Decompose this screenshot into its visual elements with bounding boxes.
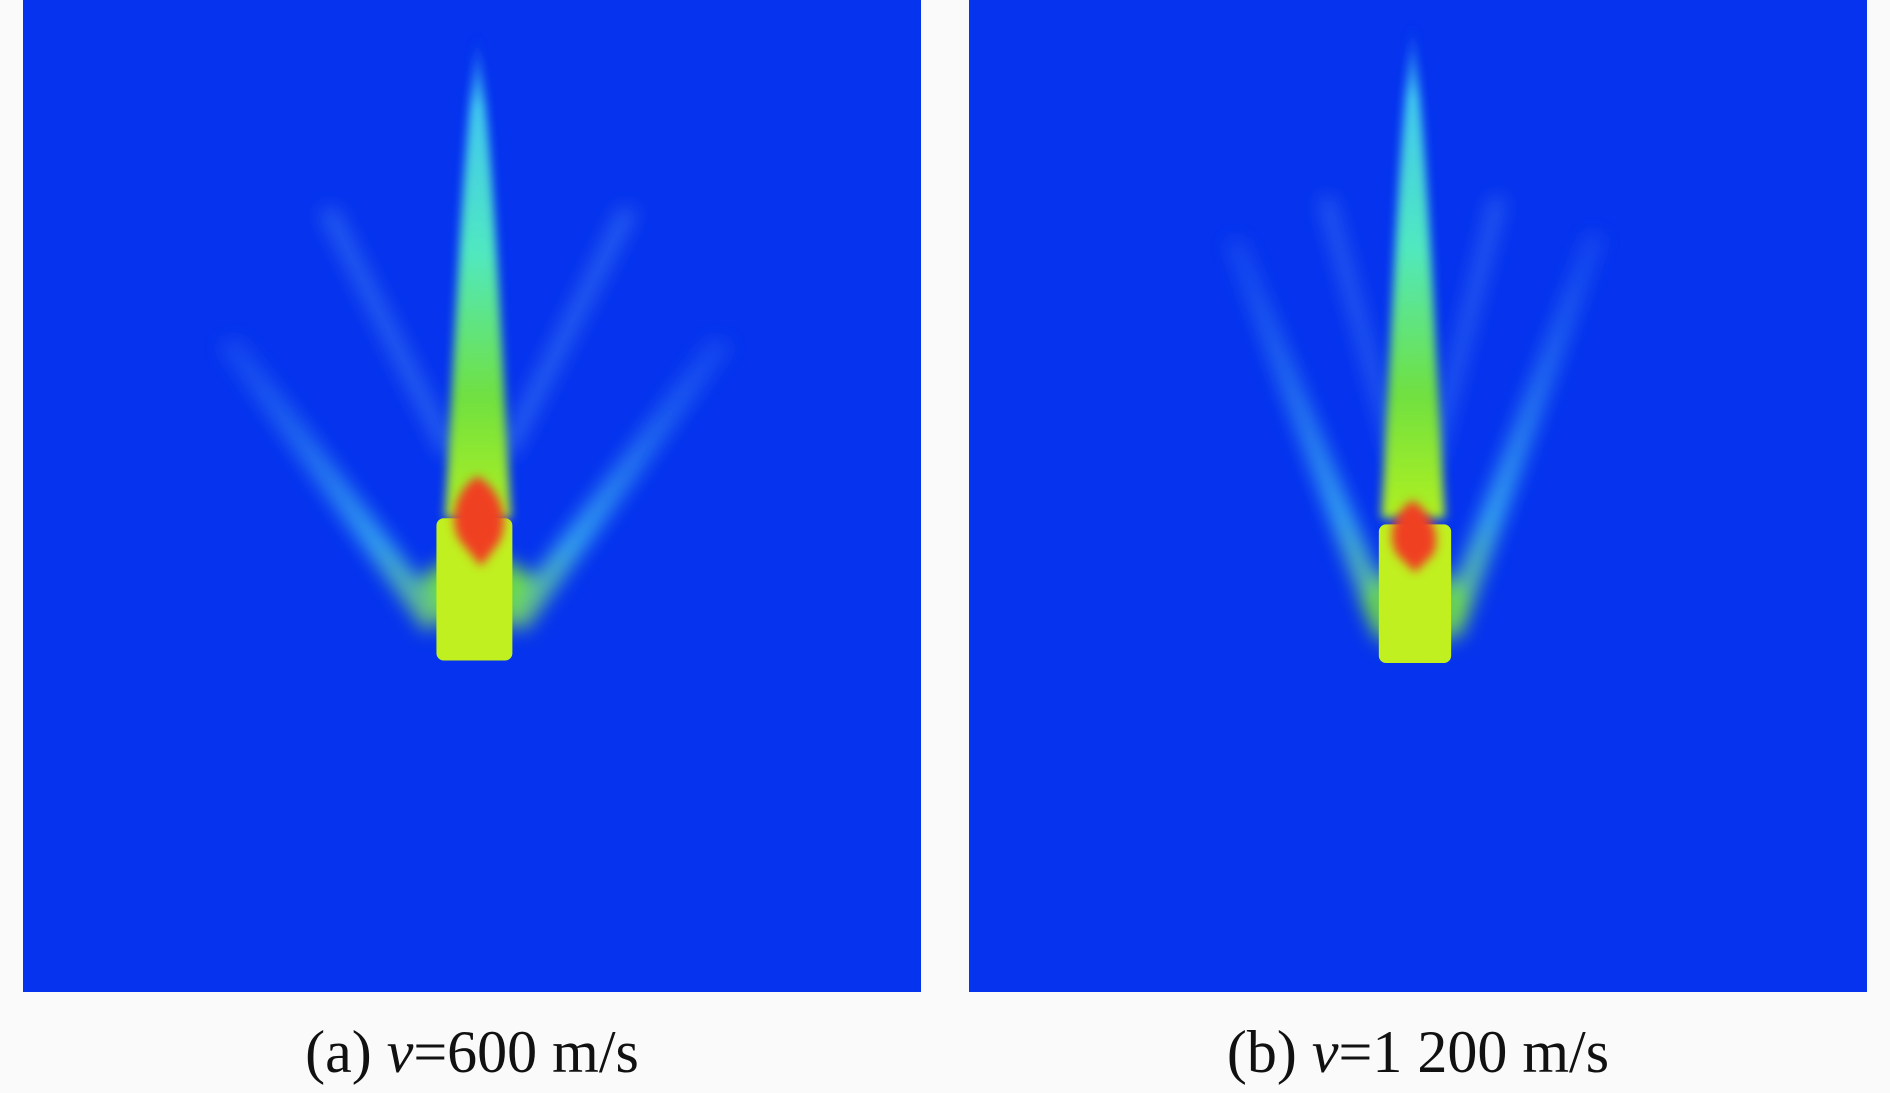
caption-value: =1 200 m/s <box>1338 1019 1610 1085</box>
hot-spot <box>454 476 504 567</box>
caption-label: (a) <box>305 1019 372 1085</box>
rays <box>215 207 735 639</box>
caption: (a) v=600 m/s <box>23 1018 921 1087</box>
simulation-panel-a <box>23 0 921 992</box>
caption-variable: v <box>1311 1019 1339 1085</box>
jet <box>444 36 512 519</box>
caption: (b) v=1 200 m/s <box>969 1018 1867 1087</box>
jet <box>1381 24 1446 519</box>
hot-spot <box>1391 500 1437 573</box>
core-block <box>1378 524 1452 663</box>
caption-value: =600 m/s <box>413 1019 639 1085</box>
caption-variable: v <box>386 1019 414 1085</box>
core-block <box>436 518 513 661</box>
caption-label: (b) <box>1226 1019 1297 1085</box>
simulation-panel-b <box>969 0 1867 992</box>
